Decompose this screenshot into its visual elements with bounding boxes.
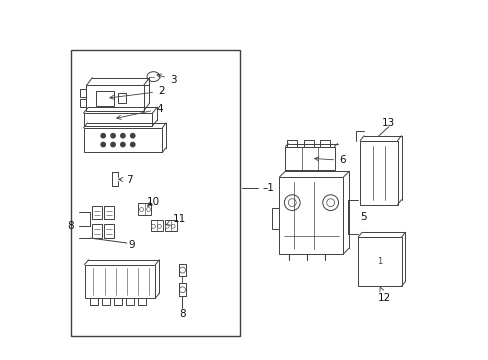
Text: 2: 2	[110, 86, 164, 99]
Circle shape	[326, 199, 334, 207]
Text: 11: 11	[166, 215, 185, 225]
Bar	[279, 177, 343, 254]
Circle shape	[284, 195, 300, 211]
Text: 7: 7	[119, 175, 133, 185]
Text: 8: 8	[67, 221, 74, 231]
Bar	[165, 220, 177, 231]
Bar	[125, 298, 133, 305]
Bar	[102, 298, 110, 305]
Text: 1: 1	[376, 257, 382, 266]
Bar	[271, 208, 279, 229]
Circle shape	[171, 224, 175, 228]
Bar	[287, 140, 297, 147]
Bar	[118, 93, 125, 103]
Bar	[104, 206, 114, 219]
Bar	[360, 141, 397, 204]
Bar	[83, 128, 162, 152]
Circle shape	[121, 134, 125, 138]
Text: 12: 12	[377, 287, 390, 303]
Text: 9: 9	[128, 240, 135, 250]
Circle shape	[322, 195, 338, 211]
Circle shape	[121, 143, 125, 147]
Text: –1: –1	[262, 183, 274, 193]
Text: 13: 13	[381, 118, 395, 128]
Circle shape	[101, 134, 105, 138]
Bar	[358, 237, 401, 286]
Bar	[151, 220, 163, 231]
Bar	[84, 265, 155, 298]
Bar	[138, 203, 151, 215]
Circle shape	[165, 224, 169, 228]
Ellipse shape	[147, 72, 160, 82]
Text: 6: 6	[314, 155, 345, 165]
Text: 5: 5	[360, 212, 366, 222]
Bar	[96, 91, 114, 106]
Bar	[114, 298, 122, 305]
Text: 3: 3	[157, 74, 176, 85]
Circle shape	[157, 224, 161, 228]
Circle shape	[130, 134, 135, 138]
Bar	[104, 224, 114, 238]
Bar	[86, 85, 143, 111]
Text: 4: 4	[117, 104, 163, 120]
Bar	[92, 206, 102, 219]
Circle shape	[111, 143, 115, 147]
Bar	[92, 224, 102, 238]
Bar	[90, 298, 98, 305]
Circle shape	[179, 267, 185, 273]
Circle shape	[179, 287, 185, 293]
Bar	[83, 113, 152, 126]
Circle shape	[140, 208, 143, 212]
Text: 8: 8	[179, 309, 185, 319]
Bar	[303, 140, 313, 147]
Bar	[320, 140, 329, 147]
Bar	[138, 298, 145, 305]
Text: 10: 10	[146, 197, 160, 207]
Circle shape	[151, 224, 155, 228]
Circle shape	[288, 199, 296, 207]
Circle shape	[101, 143, 105, 147]
Bar	[285, 147, 334, 170]
Bar	[71, 50, 240, 336]
Circle shape	[146, 208, 150, 212]
Circle shape	[130, 143, 135, 147]
Bar	[80, 89, 86, 97]
Circle shape	[111, 134, 115, 138]
Bar	[80, 99, 86, 107]
